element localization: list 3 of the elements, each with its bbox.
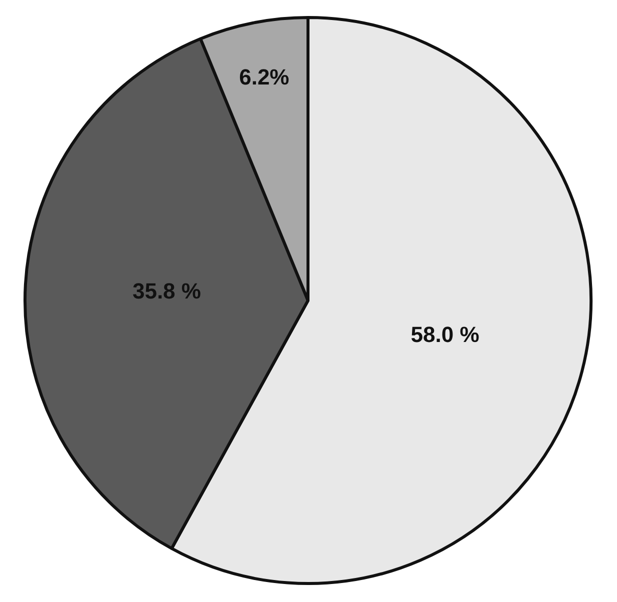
data-label: 6.2% [239,64,290,90]
data-label: 35.8 % [132,278,201,304]
data-label: 58.0 % [410,322,480,347]
